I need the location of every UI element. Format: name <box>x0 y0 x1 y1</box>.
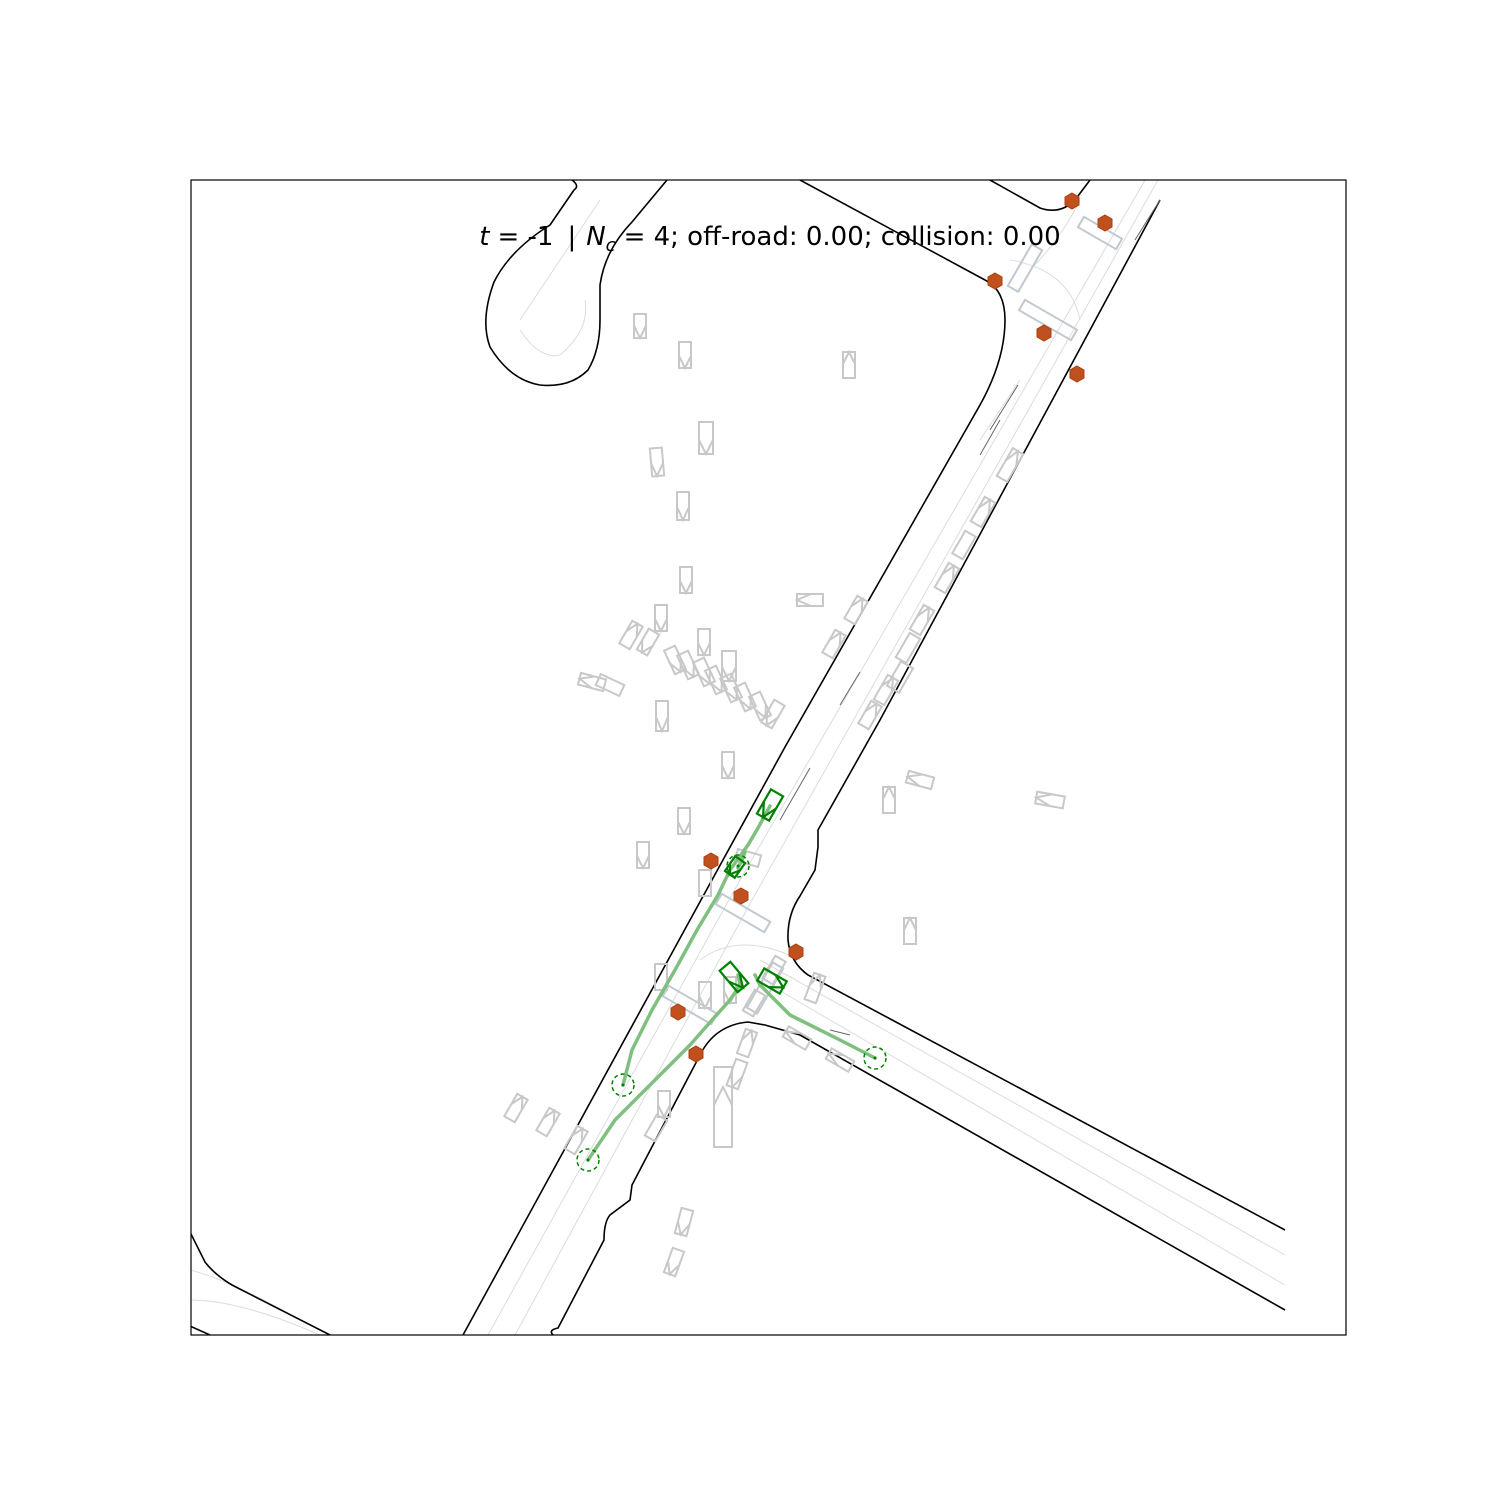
agent-box <box>648 446 666 479</box>
agent-box <box>698 981 712 1011</box>
agent-box <box>562 1124 590 1156</box>
agent-box <box>908 603 936 637</box>
agent-box <box>725 1057 749 1091</box>
trajectory-line <box>586 973 742 1162</box>
hexagon-icon <box>1069 365 1085 383</box>
plot-title: t = -1 | Nc = 4; off-road: 0.00; collision: … <box>479 222 1060 256</box>
agent-box <box>842 594 870 626</box>
controlled-agent-box <box>723 854 747 880</box>
agent-box <box>718 672 744 704</box>
agent-box <box>794 593 824 607</box>
agent-box <box>636 841 650 871</box>
agent-box <box>713 1066 733 1148</box>
hexagon-icon <box>703 852 719 870</box>
hexagon-icon <box>1036 324 1052 342</box>
agent-box <box>654 963 668 991</box>
agent-box <box>675 649 701 681</box>
agent-box <box>872 673 900 707</box>
dashed-circle-icon <box>611 1073 635 1097</box>
hexagon-icon <box>733 887 749 905</box>
agent-box <box>594 672 626 698</box>
controlled-agent-box <box>755 787 785 823</box>
agent-box <box>678 341 692 371</box>
controlled-agent-box <box>718 960 750 994</box>
agent-box <box>502 1092 530 1124</box>
agent-box <box>721 650 737 684</box>
agent-box <box>824 1046 856 1074</box>
agent-box <box>904 769 936 791</box>
agent-box <box>894 631 922 665</box>
agent-box <box>662 1246 686 1278</box>
lane-markings <box>779 199 1161 1036</box>
agent-box <box>803 971 827 1005</box>
goal-markers <box>576 854 887 1172</box>
agent-box <box>995 446 1025 484</box>
agent-box <box>617 619 645 651</box>
road-edges <box>191 180 1286 1335</box>
trajectory-line <box>753 973 877 1060</box>
agent-box <box>691 656 717 688</box>
agent-box <box>697 628 711 658</box>
agent-box <box>654 604 668 634</box>
hexagon-icon <box>987 272 1003 290</box>
agent-box <box>741 988 767 1018</box>
agent-box <box>735 1027 759 1059</box>
agent-box <box>856 699 884 731</box>
hexagon-icon <box>1097 214 1113 232</box>
dashed-circle-icon <box>726 854 750 878</box>
agent-box <box>820 628 848 660</box>
agent-box <box>673 1206 695 1238</box>
trajectory-line <box>621 804 772 1087</box>
hexagon-icon <box>688 1045 704 1063</box>
agent-box <box>903 915 917 945</box>
hexagon-icon <box>1064 192 1080 210</box>
lane-lines <box>191 180 1286 1335</box>
agent-box <box>635 627 661 657</box>
plot-frame <box>190 179 1347 1336</box>
agent-box <box>882 784 896 814</box>
agent-box <box>759 698 787 730</box>
agent-box <box>933 561 961 595</box>
agent-box <box>732 681 758 713</box>
agent-box <box>698 869 712 897</box>
dashed-circle-icon <box>576 1148 600 1172</box>
agent-box <box>721 751 735 781</box>
agent-box <box>576 671 608 693</box>
agent-box <box>643 1113 669 1143</box>
agent-box <box>679 566 693 596</box>
agent-box <box>747 690 773 722</box>
agent-box <box>950 529 978 561</box>
agent-box <box>657 1090 671 1120</box>
controlled-agents <box>718 787 789 996</box>
agent-box <box>534 1106 562 1138</box>
agent-box <box>655 700 669 734</box>
dashed-circle-icon <box>863 1046 887 1070</box>
hexagon-icon <box>788 943 804 961</box>
trajectories <box>586 804 877 1162</box>
stop-signs <box>670 192 1113 1063</box>
agent-box <box>1033 790 1066 810</box>
hexagon-icon <box>670 1003 686 1021</box>
agent-box <box>760 954 788 986</box>
agent-box <box>969 495 997 529</box>
agent-box <box>698 421 714 457</box>
agent-box <box>781 1024 813 1052</box>
plot-area: t = -1 | Nc = 4; off-road: 0.00; collision: … <box>191 180 1286 1335</box>
agent-box <box>676 491 690 523</box>
agent-box <box>842 349 856 379</box>
agent-box <box>633 313 647 341</box>
agent-boxes <box>502 313 1066 1278</box>
agent-box <box>677 807 691 837</box>
controlled-agent-box <box>755 966 789 996</box>
